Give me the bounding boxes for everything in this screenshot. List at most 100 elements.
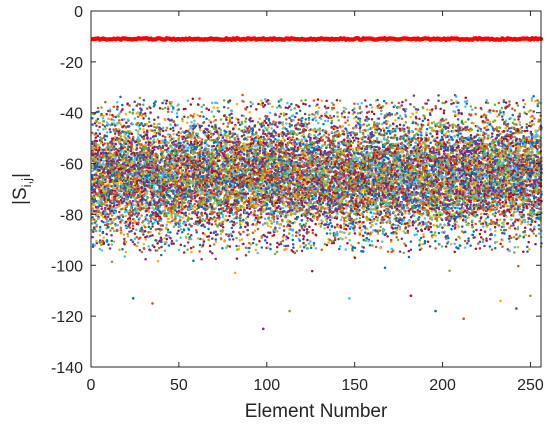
scatter-point <box>163 178 166 182</box>
scatter-point <box>140 172 143 176</box>
scatter-point <box>145 133 149 137</box>
scatter-point <box>130 163 133 166</box>
scatter-point <box>107 222 110 226</box>
scatter-point <box>113 124 117 127</box>
scatter-point <box>177 108 180 111</box>
scatter-point <box>108 109 112 113</box>
scatter-point <box>107 152 110 155</box>
scatter-point <box>193 210 197 214</box>
scatter-point <box>140 143 143 147</box>
scatter-point <box>190 121 193 124</box>
scatter-point <box>105 134 109 138</box>
scatter-point <box>118 202 121 205</box>
scatter-point <box>136 241 140 244</box>
scatter-point <box>205 117 208 120</box>
scatter-point <box>212 207 215 210</box>
scatter-point <box>209 199 212 203</box>
scatter-point <box>203 182 207 185</box>
scatter-point <box>123 161 126 164</box>
scatter-point <box>144 225 147 229</box>
scatter-point <box>230 121 234 124</box>
scatter-point <box>196 113 199 117</box>
scatter-point <box>126 235 130 238</box>
scatter-point <box>233 181 237 185</box>
scatter-point <box>131 224 135 227</box>
scatter-point <box>149 220 153 223</box>
scatter-point <box>167 201 170 204</box>
scatter-point <box>130 132 134 136</box>
scatter-point <box>202 115 205 118</box>
scatter-point <box>196 103 200 106</box>
scatter-point <box>161 224 165 227</box>
scatter-point <box>102 114 105 118</box>
scatter-point <box>157 169 161 172</box>
scatter-point <box>138 236 141 240</box>
scatter-point <box>228 99 232 102</box>
scatter-point <box>128 203 131 206</box>
scatter-point <box>130 156 133 160</box>
scatter-point <box>212 132 215 136</box>
scatter-point <box>189 126 193 130</box>
scatter-point <box>188 212 191 216</box>
scatter-point <box>171 106 175 109</box>
scatter-point <box>138 103 142 106</box>
scatter-point <box>147 225 151 229</box>
scatter-point <box>119 142 122 146</box>
scatter-point <box>196 223 200 226</box>
scatter-point <box>102 220 105 224</box>
scatter-point <box>132 203 135 206</box>
scatter-point <box>128 110 132 114</box>
scatter-point <box>172 140 175 143</box>
scatter-point <box>163 175 166 178</box>
scatter-point <box>235 244 238 248</box>
scatter-point <box>188 185 191 189</box>
scatter-point <box>126 232 129 236</box>
scatter-point <box>235 102 239 106</box>
scatter-point <box>119 167 122 171</box>
scatter-point <box>216 130 219 133</box>
scatter-point <box>184 185 187 188</box>
scatter-point <box>151 225 154 228</box>
scatter-point <box>156 242 159 245</box>
scatter-point <box>133 243 136 246</box>
scatter-point <box>190 225 193 228</box>
scatter-point <box>216 106 219 110</box>
scatter-point <box>196 141 200 145</box>
scatter-point <box>218 153 221 157</box>
scatter-point <box>181 117 184 121</box>
scatter-point <box>114 115 118 119</box>
scatter-point <box>93 227 96 231</box>
scatter-point <box>115 205 119 209</box>
scatter-point <box>147 180 151 184</box>
scatter-point <box>189 114 193 117</box>
scatter-point <box>122 144 126 148</box>
scatter-point <box>135 147 139 150</box>
scatter-point <box>130 210 133 214</box>
scatter-point <box>147 124 151 128</box>
scatter-point <box>118 192 121 196</box>
scatter-point <box>202 103 205 107</box>
scatter-point <box>207 136 210 139</box>
scatter-point <box>152 208 156 212</box>
scatter-point <box>225 145 228 148</box>
scatter-point <box>120 103 124 107</box>
scatter-point <box>112 187 116 191</box>
scatter-point <box>147 245 150 248</box>
scatter-point <box>99 174 103 177</box>
scatter-point <box>126 197 129 201</box>
scatter-point <box>198 250 201 253</box>
scatter-point <box>147 210 151 213</box>
scatter-point <box>148 120 151 124</box>
scatter-point <box>99 114 103 117</box>
scatter-point <box>124 179 128 183</box>
scatter-point <box>120 155 124 159</box>
scatter-point <box>111 227 114 230</box>
scatter-point <box>194 148 198 151</box>
scatter-point <box>117 128 120 131</box>
scatter-point <box>214 186 217 189</box>
scatter-point <box>99 225 102 229</box>
scatter-point <box>165 204 168 208</box>
scatter-point <box>177 103 180 106</box>
scatter-point <box>121 159 124 163</box>
scatter-point <box>108 128 112 131</box>
